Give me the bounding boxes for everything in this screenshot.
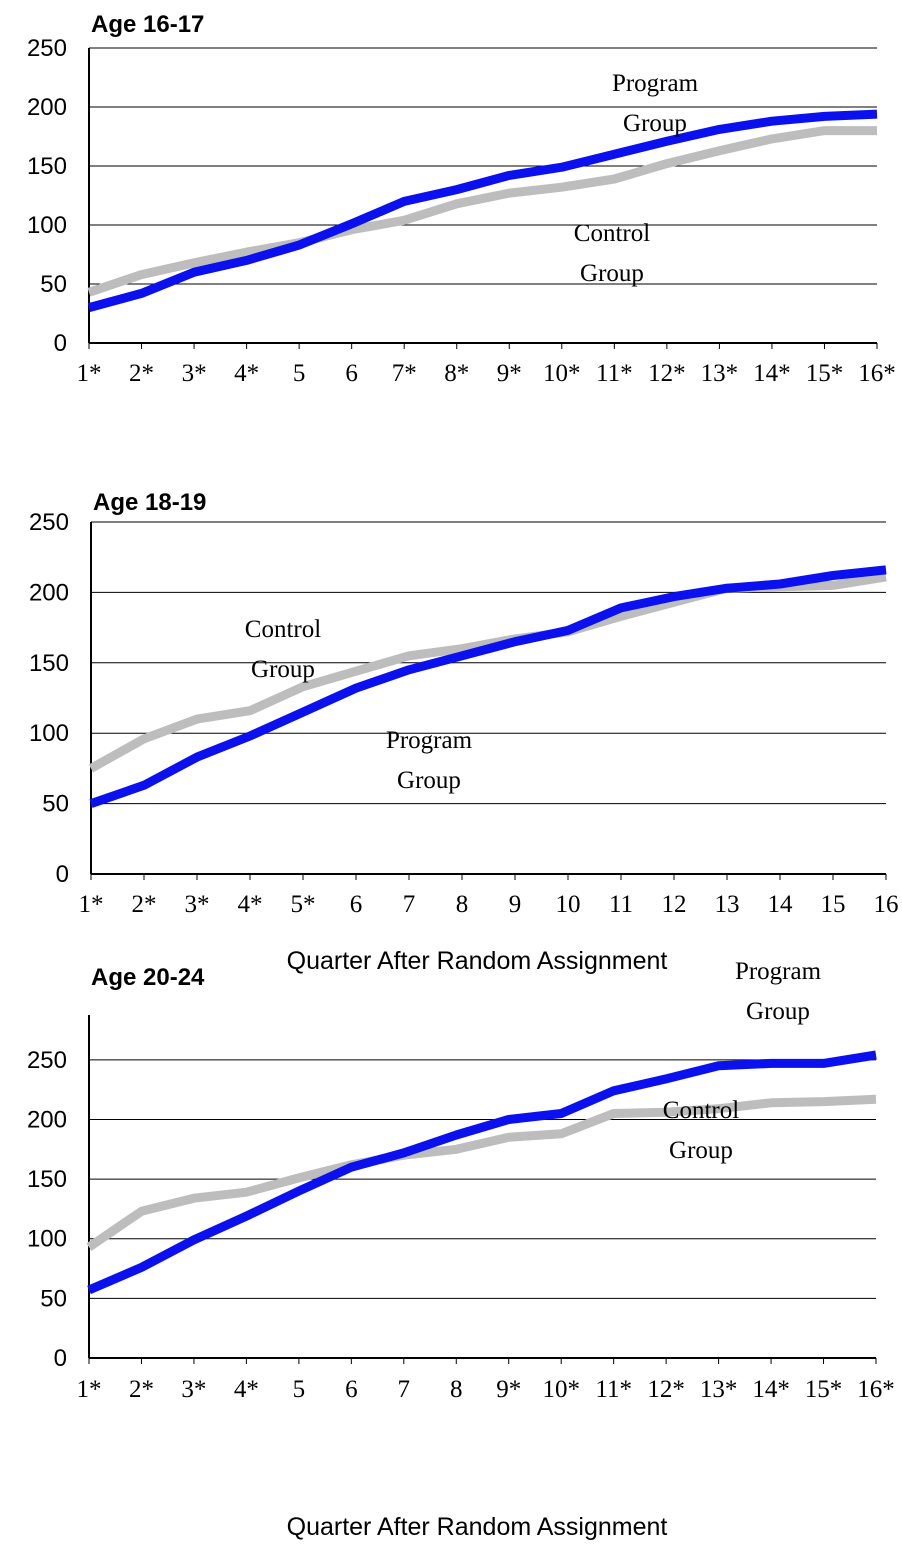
x-tick-label: 14* [752,1376,790,1403]
x-tick-label: 8 [456,891,469,918]
x-tick-label: 4* [234,1376,259,1403]
y-tick-label: 50 [40,1285,67,1312]
x-tick-label: 11 [609,891,633,918]
x-tick-label: 14* [753,360,791,387]
x-tick-label: 15 [821,891,846,918]
chart-title: Age 16-17 [91,11,204,38]
x-tick-label: 5* [291,891,316,918]
y-tick-label: 100 [27,1226,67,1253]
y-tick-label: 0 [56,861,69,888]
y-tick-label: 200 [29,579,69,606]
x-tick-label: 10* [543,360,581,387]
control-group-line [87,126,877,297]
control-group-line [86,1094,877,1251]
y-tick-label: 200 [27,94,67,121]
chart-title: Age 18-19 [93,489,206,516]
x-tick-label: 11* [595,1376,632,1403]
x-tick-label: 6 [345,360,358,387]
y-tick-label: 150 [27,153,67,180]
y-tick-label: 200 [27,1106,67,1133]
x-tick-label: 16* [858,360,896,387]
x-tick-label: 16* [857,1376,895,1403]
series-annotation: Program Group [612,70,699,137]
series-annotation: Control Group [574,220,650,287]
x-tick-label: 9* [496,1376,521,1403]
x-tick-label: 9* [497,360,522,387]
x-tick-label: 2* [129,1376,154,1403]
series-annotation: Program Group [735,958,822,1025]
x-tick-label: 4* [234,360,259,387]
x-tick-label: 13* [701,360,739,387]
y-tick-label: 250 [29,509,69,536]
x-tick-label: 4* [238,891,263,918]
x-tick-label: 6 [345,1376,358,1403]
x-tick-label: 5 [293,360,306,387]
y-tick-label: 150 [29,650,69,677]
x-tick-label: 1* [77,360,102,387]
y-tick-label: 50 [40,271,67,298]
y-tick-label: 100 [29,720,69,747]
series-annotation: Program Group [386,727,473,794]
x-tick-label: 8 [450,1376,463,1403]
y-tick-label: 250 [27,35,67,62]
x-tick-label: 14 [768,891,794,918]
x-tick-label: 2* [132,891,157,918]
x-tick-label: 1* [79,891,104,918]
x-tick-label: 7* [392,360,417,387]
x-tick-label: 10* [542,1376,580,1403]
chart-age-20-24: Age 20-24 0 50 100 150 200 250 1* 2* 3* 4* 5 6 7 8 9* 10… [27,958,895,1541]
x-tick-label: 3* [185,891,210,918]
x-tick-label: 12 [662,891,687,918]
x-tick-label: 15* [806,360,844,387]
series-annotation: Control Group [663,1097,739,1164]
series-annotation: Control Group [245,616,321,683]
x-tick-label: 6 [350,891,363,918]
x-tick-label: 7 [398,1376,411,1403]
x-tick-label: 5 [293,1376,306,1403]
program-group-line [89,565,887,808]
x-tick-label: 8* [444,360,469,387]
x-tick-label: 13 [715,891,740,918]
x-axis-title: Quarter After Random Assignment [287,1513,668,1541]
x-tick-label: 9 [509,891,522,918]
control-group-line [88,572,887,773]
program-group-line [87,1050,877,1295]
chart-age-16-17: Age 16-17 0 50 100 150 200 250 1* 2* 3* 4* 5 6 7* 8* 9*… [27,11,896,387]
x-tick-label: 12* [648,360,686,387]
chart-age-18-19: Age 18-19 0 50 100 150 200 250 1* 2* 3* 4* 5* 6 7 8 9 10… [29,489,899,975]
x-tick-label: 10 [556,891,581,918]
program-group-line [87,109,878,312]
y-tick-label: 150 [27,1166,67,1193]
x-tick-label: 7 [403,891,416,918]
x-tick-label: 3* [182,360,207,387]
x-tick-label: 15* [805,1376,843,1403]
x-tick-label: 12* [647,1376,685,1403]
y-tick-label: 0 [54,1345,67,1372]
y-tick-label: 50 [42,791,69,818]
chart-title: Age 20-24 [91,964,205,991]
x-tick-label: 13* [700,1376,738,1403]
x-tick-label: 11* [596,360,633,387]
x-tick-label: 2* [129,360,154,387]
y-tick-label: 100 [27,212,67,239]
x-tick-label: 3* [181,1376,206,1403]
y-tick-label: 0 [54,330,67,357]
x-tick-label: 1* [77,1376,102,1403]
y-tick-label: 250 [27,1047,67,1074]
x-axis-title: Quarter After Random Assignment [287,947,668,975]
x-tick-label: 16 [874,891,899,918]
